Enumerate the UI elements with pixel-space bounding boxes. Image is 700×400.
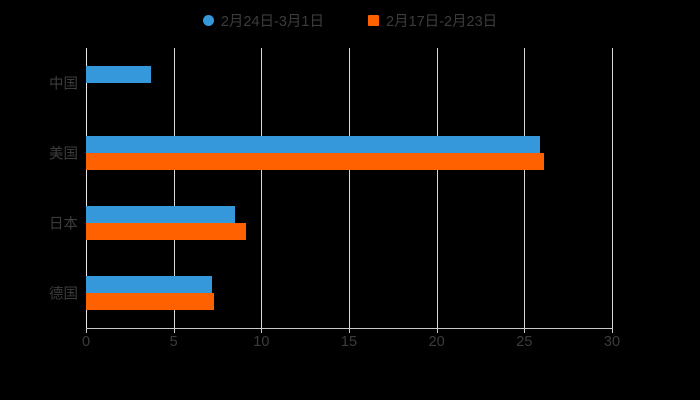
legend-square-marker-icon — [367, 14, 379, 26]
x-tick-mark — [173, 328, 175, 333]
bar-series-a[interactable] — [86, 206, 236, 223]
x-tick-mark — [524, 328, 526, 333]
chart-legend: 2月24日-3月1日 2月17日-2月23日 — [0, 6, 700, 34]
legend-item-series-a[interactable]: 2月24日-3月1日 — [202, 10, 324, 31]
category-label: 中国 — [49, 76, 78, 93]
x-tick-label: 20 — [428, 334, 445, 350]
gridline — [436, 48, 438, 328]
legend-item-series-b[interactable]: 2月17日-2月23日 — [367, 10, 498, 31]
bar-series-a[interactable] — [86, 66, 151, 83]
x-tick-mark — [86, 328, 87, 333]
gridline — [612, 48, 613, 328]
gridline — [86, 48, 87, 328]
x-tick-label: 10 — [253, 334, 270, 350]
x-tick-mark — [349, 328, 350, 333]
x-tick-mark — [436, 328, 438, 333]
legend-label-series-a: 2月24日-3月1日 — [220, 13, 324, 30]
bar-series-a[interactable] — [86, 276, 213, 293]
x-tick-mark — [261, 328, 263, 333]
x-tick-mark — [612, 328, 613, 333]
gridline — [349, 48, 350, 328]
bar-series-a[interactable] — [86, 136, 541, 153]
bar-series-b[interactable] — [86, 293, 214, 310]
legend-circle-marker-icon — [202, 14, 214, 26]
category-label: 美国 — [49, 146, 78, 163]
gridline — [261, 48, 263, 328]
x-tick-label: 25 — [516, 334, 533, 350]
gridline — [173, 48, 175, 328]
plot-area — [86, 48, 613, 328]
gridline — [524, 48, 526, 328]
x-tick-label: 15 — [340, 334, 358, 350]
category-label: 德国 — [49, 286, 78, 303]
x-tick-label: 30 — [603, 334, 621, 350]
x-tick-label: 0 — [81, 334, 91, 350]
category-label: 日本 — [49, 216, 78, 233]
x-tick-label: 5 — [169, 334, 178, 350]
bar-series-b[interactable] — [86, 153, 544, 170]
legend-label-series-b: 2月17日-2月23日 — [385, 13, 498, 30]
bar-series-b[interactable] — [86, 223, 246, 240]
